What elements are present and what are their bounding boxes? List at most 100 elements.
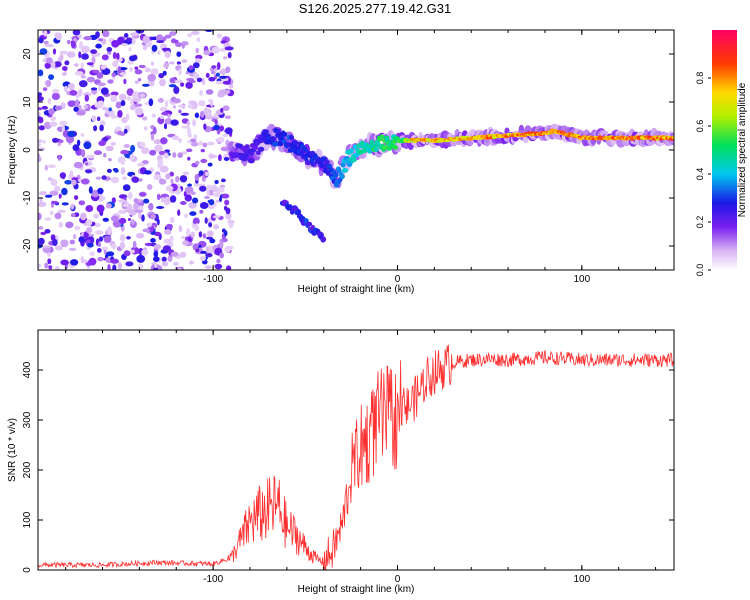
spectral-blob <box>228 222 234 229</box>
spectral-blob <box>141 116 148 121</box>
spectral-blob <box>181 43 185 49</box>
spectral-blob <box>204 265 212 269</box>
spectral-blob <box>202 142 208 148</box>
snr-ticks: -100 0 100 0 100 200 300 400 <box>22 330 674 585</box>
spectral-blob <box>80 75 87 79</box>
spectral-blob <box>86 62 94 66</box>
spectral-blob <box>111 197 116 204</box>
spectral-blob <box>178 138 182 143</box>
spectral-blob <box>215 72 220 77</box>
spectral-blob <box>49 210 54 215</box>
spectral-blob <box>38 139 43 144</box>
colorbar: 0.0 0.2 0.4 0.6 0.8 Normalized spectral ampl… <box>695 30 748 276</box>
spectral-blob <box>224 46 234 51</box>
spectral-blob <box>119 93 127 102</box>
spectral-blob <box>42 245 51 249</box>
spectral-blob <box>134 80 139 84</box>
spectral-blob <box>153 256 160 262</box>
spectral-blob <box>90 49 98 54</box>
spectral-blob <box>203 196 211 199</box>
spectral-blob <box>39 191 47 196</box>
spectral-blob <box>106 168 112 173</box>
spectral-blob <box>150 214 156 220</box>
spectral-blob <box>136 254 146 263</box>
spectral-blob <box>129 67 133 72</box>
spectral-blob <box>112 60 119 68</box>
spectral-blob <box>141 214 145 222</box>
spectral-blob <box>38 92 43 97</box>
spectral-blob <box>185 71 189 75</box>
spectral-blob <box>55 32 62 41</box>
spectral-blob <box>38 111 41 117</box>
spectral-blob <box>220 40 227 44</box>
spectral-blob <box>221 193 230 199</box>
spectral-blob <box>100 87 109 95</box>
spectral-blob <box>220 107 224 113</box>
spectral-blob <box>43 40 49 45</box>
spectral-blob <box>88 257 97 266</box>
spectral-blob <box>110 94 118 103</box>
colorbar-tick-label: 0.8 <box>695 72 705 85</box>
spectral-blob <box>153 244 162 250</box>
spectral-blob <box>163 152 169 159</box>
spectral-blob <box>110 91 119 96</box>
spectral-blob <box>115 101 122 109</box>
spectral-blob <box>54 212 62 220</box>
spectral-blob <box>169 217 175 224</box>
spectral-blob <box>73 63 79 67</box>
spectral-blob <box>148 202 154 211</box>
spectral-blob <box>207 230 213 238</box>
spectral-blob <box>204 171 209 177</box>
spectral-blob <box>60 259 69 266</box>
spectral-blob <box>167 255 173 262</box>
spectral-blob <box>117 262 123 270</box>
spectral-blob <box>219 252 224 259</box>
spectral-blob <box>194 112 200 119</box>
spectral-blob <box>134 209 143 213</box>
spectral-ridge <box>337 168 342 174</box>
spectral-blob <box>150 238 156 243</box>
spectral-blob <box>120 167 126 175</box>
spectral-blob <box>65 221 74 229</box>
spectral-blob <box>181 235 186 240</box>
spectral-blob <box>165 173 171 180</box>
spectral-blob <box>170 251 179 257</box>
spectral-blob <box>139 142 146 148</box>
spectral-blob <box>91 115 97 122</box>
spectral-blob <box>164 118 173 125</box>
spectral-blob <box>95 43 102 49</box>
y-tick-label: 20 <box>22 48 33 60</box>
spectral-blob <box>44 164 48 171</box>
spectral-blob <box>50 116 57 121</box>
spectral-blob <box>138 64 146 69</box>
spectral-blob <box>38 107 43 111</box>
spectral-blob <box>192 119 197 127</box>
spectral-blob <box>142 198 150 204</box>
spectral-blob <box>62 66 68 71</box>
spectral-ridge <box>292 140 299 146</box>
spectral-blob <box>38 95 44 102</box>
spectral-blob <box>38 69 44 77</box>
spectral-blob <box>200 250 208 254</box>
spectral-blob <box>164 50 171 59</box>
spectral-blob <box>138 192 146 197</box>
spectral-ridge <box>244 144 250 150</box>
colorbar-ramp <box>712 30 737 270</box>
spectral-blob <box>119 234 126 242</box>
spectral-blob <box>44 229 51 234</box>
spectral-blob <box>221 228 226 233</box>
spectral-blob <box>206 188 210 197</box>
spectral-blob <box>57 209 66 213</box>
spectral-blob <box>165 185 174 192</box>
spectral-blob <box>180 82 185 87</box>
spectral-blob <box>103 152 107 158</box>
spectral-blob <box>71 179 77 186</box>
spectral-blob <box>85 162 89 166</box>
spectral-blob <box>198 231 203 238</box>
spectral-blob <box>178 225 183 233</box>
spectral-blob <box>97 187 104 195</box>
y-tick-label: 0 <box>22 567 33 573</box>
spectral-ridge <box>249 151 254 157</box>
spectral-blob <box>58 221 64 228</box>
